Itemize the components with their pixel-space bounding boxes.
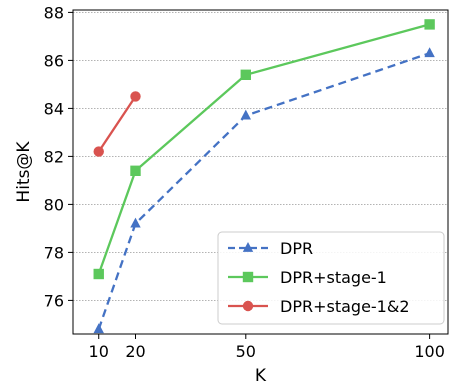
legend-entry: DPR xyxy=(228,239,313,258)
legend-entry: DPR+stage-1 xyxy=(228,268,387,287)
y-tick-label: 84 xyxy=(44,99,64,118)
y-tick-label: 88 xyxy=(44,3,64,22)
series-3 xyxy=(93,91,141,157)
y-tick-label: 78 xyxy=(44,243,64,262)
x-axis-label: K xyxy=(255,366,267,385)
data-point xyxy=(93,323,104,334)
series-layer xyxy=(93,19,435,334)
data-point xyxy=(130,165,141,176)
data-point xyxy=(93,146,104,157)
series-line xyxy=(97,52,430,330)
legend-label: DPR+stage-1 xyxy=(280,268,387,287)
x-tick-label: 100 xyxy=(414,342,445,361)
series-1 xyxy=(93,47,435,334)
data-point xyxy=(424,19,435,30)
x-tick-label: 10 xyxy=(89,342,109,361)
y-tick-label: 80 xyxy=(44,195,64,214)
y-axis-label: Hits@K xyxy=(14,141,34,203)
axis-ticks: 76 78 80 82 84 86 88 10 20 50 100 xyxy=(44,3,445,361)
data-point xyxy=(240,109,251,120)
y-tick-label: 76 xyxy=(44,291,64,310)
legend-label: DPR xyxy=(280,239,313,258)
data-point xyxy=(130,91,141,102)
legend-marker xyxy=(242,242,254,252)
legend-entry: DPR+stage-1&2 xyxy=(228,297,410,316)
legend-label: DPR+stage-1&2 xyxy=(280,297,410,316)
data-point xyxy=(424,47,435,58)
series-line xyxy=(97,95,137,153)
data-point xyxy=(130,217,141,228)
legend-marker xyxy=(242,271,254,283)
series-line xyxy=(97,23,430,275)
series-2 xyxy=(93,19,435,280)
x-tick-label: 50 xyxy=(236,342,256,361)
legend-marker xyxy=(242,300,254,312)
y-tick-label: 82 xyxy=(44,147,64,166)
data-point xyxy=(240,69,251,80)
legend-box xyxy=(217,231,445,325)
x-tick-label: 20 xyxy=(125,342,145,361)
data-point xyxy=(93,268,104,280)
y-tick-label: 86 xyxy=(44,51,64,70)
legend: DPR DPR+stage-1 DPR+stage-1&2 xyxy=(217,231,445,325)
axes-frame xyxy=(72,9,449,335)
